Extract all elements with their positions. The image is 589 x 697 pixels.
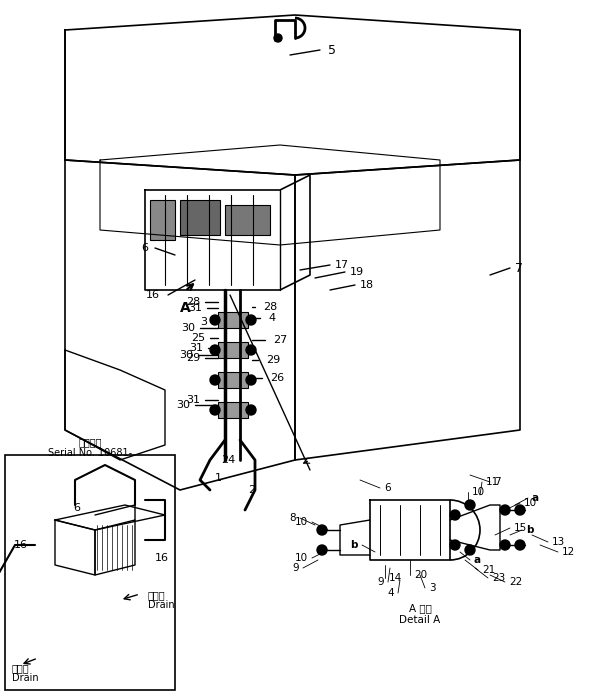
Text: 4: 4 — [388, 588, 394, 598]
Bar — [5, 455, 175, 690]
Text: 9: 9 — [292, 563, 299, 573]
Circle shape — [210, 405, 220, 415]
Text: 19: 19 — [350, 267, 364, 277]
Text: 26: 26 — [270, 373, 284, 383]
Text: 6: 6 — [141, 243, 148, 253]
Text: 31: 31 — [188, 303, 202, 313]
Bar — [218, 402, 248, 418]
Text: 10: 10 — [472, 487, 485, 497]
Text: Drain: Drain — [12, 673, 39, 683]
Text: 4: 4 — [268, 313, 275, 323]
Text: a: a — [532, 493, 539, 503]
Circle shape — [515, 505, 525, 515]
Text: 22: 22 — [509, 577, 522, 587]
Text: 24: 24 — [221, 455, 235, 465]
Text: 3: 3 — [200, 317, 207, 327]
Circle shape — [500, 540, 510, 550]
Text: 28: 28 — [186, 297, 200, 307]
Text: 16: 16 — [14, 540, 28, 550]
Text: 10: 10 — [524, 498, 537, 508]
Circle shape — [246, 375, 256, 385]
Text: A: A — [180, 301, 190, 315]
Text: 3: 3 — [429, 583, 436, 593]
Text: Drain: Drain — [148, 600, 174, 610]
Text: b: b — [526, 525, 534, 535]
Bar — [218, 312, 248, 328]
Text: 7: 7 — [515, 261, 523, 275]
Text: 18: 18 — [360, 280, 374, 290]
Text: Serial No. 10681-: Serial No. 10681- — [48, 448, 132, 458]
Text: 21: 21 — [482, 565, 495, 575]
Circle shape — [465, 500, 475, 510]
Text: 17: 17 — [335, 260, 349, 270]
Bar — [180, 200, 220, 235]
Text: 20: 20 — [414, 570, 427, 580]
Circle shape — [210, 315, 220, 325]
Text: 14: 14 — [389, 573, 402, 583]
Text: 9: 9 — [378, 577, 384, 587]
Text: 13: 13 — [552, 537, 565, 547]
Circle shape — [450, 540, 460, 550]
Text: 15: 15 — [514, 523, 527, 533]
Text: 29: 29 — [186, 353, 200, 363]
Text: 23: 23 — [492, 573, 505, 583]
Circle shape — [246, 345, 256, 355]
Circle shape — [210, 375, 220, 385]
Text: 7: 7 — [494, 477, 501, 487]
Text: 6: 6 — [384, 483, 391, 493]
Text: 1: 1 — [215, 473, 222, 483]
Circle shape — [450, 510, 460, 520]
Circle shape — [210, 345, 220, 355]
Text: 31: 31 — [186, 395, 200, 405]
Text: 30: 30 — [179, 350, 193, 360]
Text: 29: 29 — [266, 355, 280, 365]
Circle shape — [465, 545, 475, 555]
Text: 6: 6 — [73, 503, 80, 513]
Text: 25: 25 — [191, 333, 205, 343]
Text: 30: 30 — [176, 400, 190, 410]
Circle shape — [515, 540, 525, 550]
Bar — [218, 372, 248, 388]
Text: 27: 27 — [273, 335, 287, 345]
Text: 10: 10 — [295, 553, 308, 563]
Text: ドレン: ドレン — [12, 663, 29, 673]
Bar — [225, 205, 270, 235]
Circle shape — [246, 315, 256, 325]
Text: 30: 30 — [181, 323, 195, 333]
Text: 12: 12 — [562, 547, 575, 557]
Text: Detail A: Detail A — [399, 615, 441, 625]
Text: 16: 16 — [146, 290, 160, 300]
Circle shape — [500, 505, 510, 515]
Circle shape — [246, 405, 256, 415]
Bar — [150, 200, 175, 240]
Bar — [218, 342, 248, 358]
Text: 31: 31 — [189, 343, 203, 353]
Text: 5: 5 — [328, 43, 336, 56]
Text: ドレン: ドレン — [148, 590, 166, 600]
Text: 16: 16 — [155, 553, 169, 563]
Text: 28: 28 — [263, 302, 277, 312]
Text: 適用引数: 適用引数 — [78, 437, 102, 447]
Circle shape — [317, 545, 327, 555]
Circle shape — [317, 525, 327, 535]
Text: A 詳細: A 詳細 — [409, 603, 431, 613]
Text: 11: 11 — [486, 477, 499, 487]
Text: b: b — [350, 540, 358, 550]
Text: a: a — [474, 555, 481, 565]
Text: 2: 2 — [248, 485, 255, 495]
Circle shape — [274, 34, 282, 42]
Text: 10: 10 — [295, 517, 308, 527]
Text: 8: 8 — [289, 513, 296, 523]
